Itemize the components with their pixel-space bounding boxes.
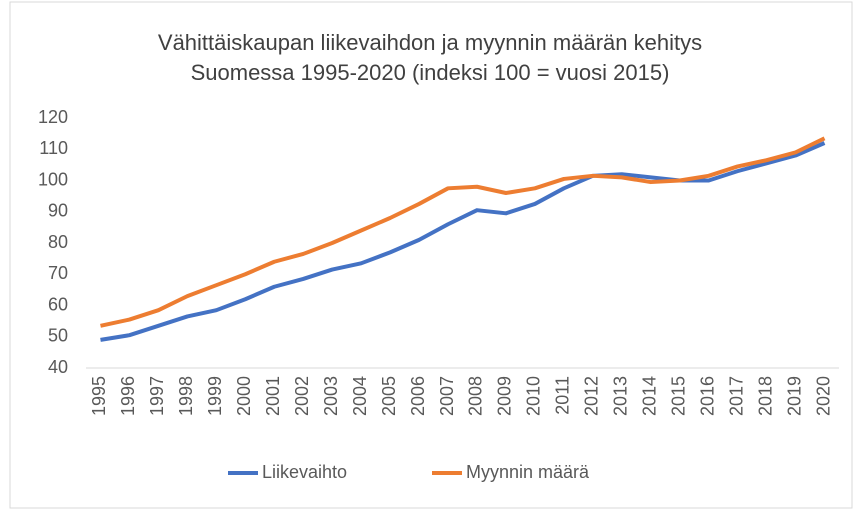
x-tick-label: 2016	[697, 376, 717, 416]
x-tick-label: 1996	[118, 376, 138, 416]
series-line	[100, 136, 826, 328]
legend-label: Liikevaihto	[262, 462, 347, 482]
x-tick-label: 2004	[350, 376, 370, 416]
x-tick-label: 2000	[234, 376, 254, 416]
chart-frame	[9, 1, 853, 509]
x-tick-label: 2003	[321, 376, 341, 416]
x-tick-label: 1997	[147, 376, 167, 416]
x-tick-label: 2017	[726, 376, 746, 416]
x-tick-label: 2008	[466, 376, 486, 416]
x-tick-label: 1998	[176, 376, 196, 416]
legend-label: Myynnin määrä	[466, 462, 590, 482]
y-tick-label: 110	[39, 138, 68, 158]
y-tick-label: 50	[48, 326, 68, 346]
chart-title: Vähittäiskaupan liikevaihdon ja myynnin …	[158, 30, 702, 55]
x-tick-label: 2011	[553, 376, 573, 415]
x-tick-label: 1999	[205, 376, 225, 416]
x-tick-label: 2014	[640, 376, 660, 416]
x-tick-label: 2015	[668, 376, 688, 416]
y-tick-label: 120	[38, 107, 68, 127]
x-tick-label: 2009	[495, 376, 515, 416]
y-tick-label: 80	[48, 232, 68, 252]
y-tick-label: 60	[48, 294, 68, 314]
x-tick-label: 2001	[263, 376, 283, 416]
x-tick-label: 2018	[755, 376, 775, 416]
y-tick-label: 40	[48, 357, 68, 377]
x-tick-label: 2005	[379, 376, 399, 416]
x-tick-label: 2019	[784, 376, 804, 416]
y-tick-label: 70	[48, 263, 68, 283]
x-tick-label: 2006	[408, 376, 428, 416]
x-tick-label: 2020	[813, 376, 833, 416]
x-tick-label: 2002	[292, 376, 312, 416]
series-line	[100, 141, 826, 342]
y-tick-label: 90	[48, 201, 68, 221]
chart-title: Suomessa 1995-2020 (indeksi 100 = vuosi …	[191, 60, 670, 85]
x-tick-label: 2013	[611, 376, 631, 416]
x-tick-label: 1995	[89, 376, 109, 416]
x-tick-label: 2007	[437, 376, 457, 416]
y-tick-label: 100	[38, 169, 68, 189]
x-tick-label: 2012	[582, 376, 602, 416]
x-tick-label: 2010	[524, 376, 544, 416]
